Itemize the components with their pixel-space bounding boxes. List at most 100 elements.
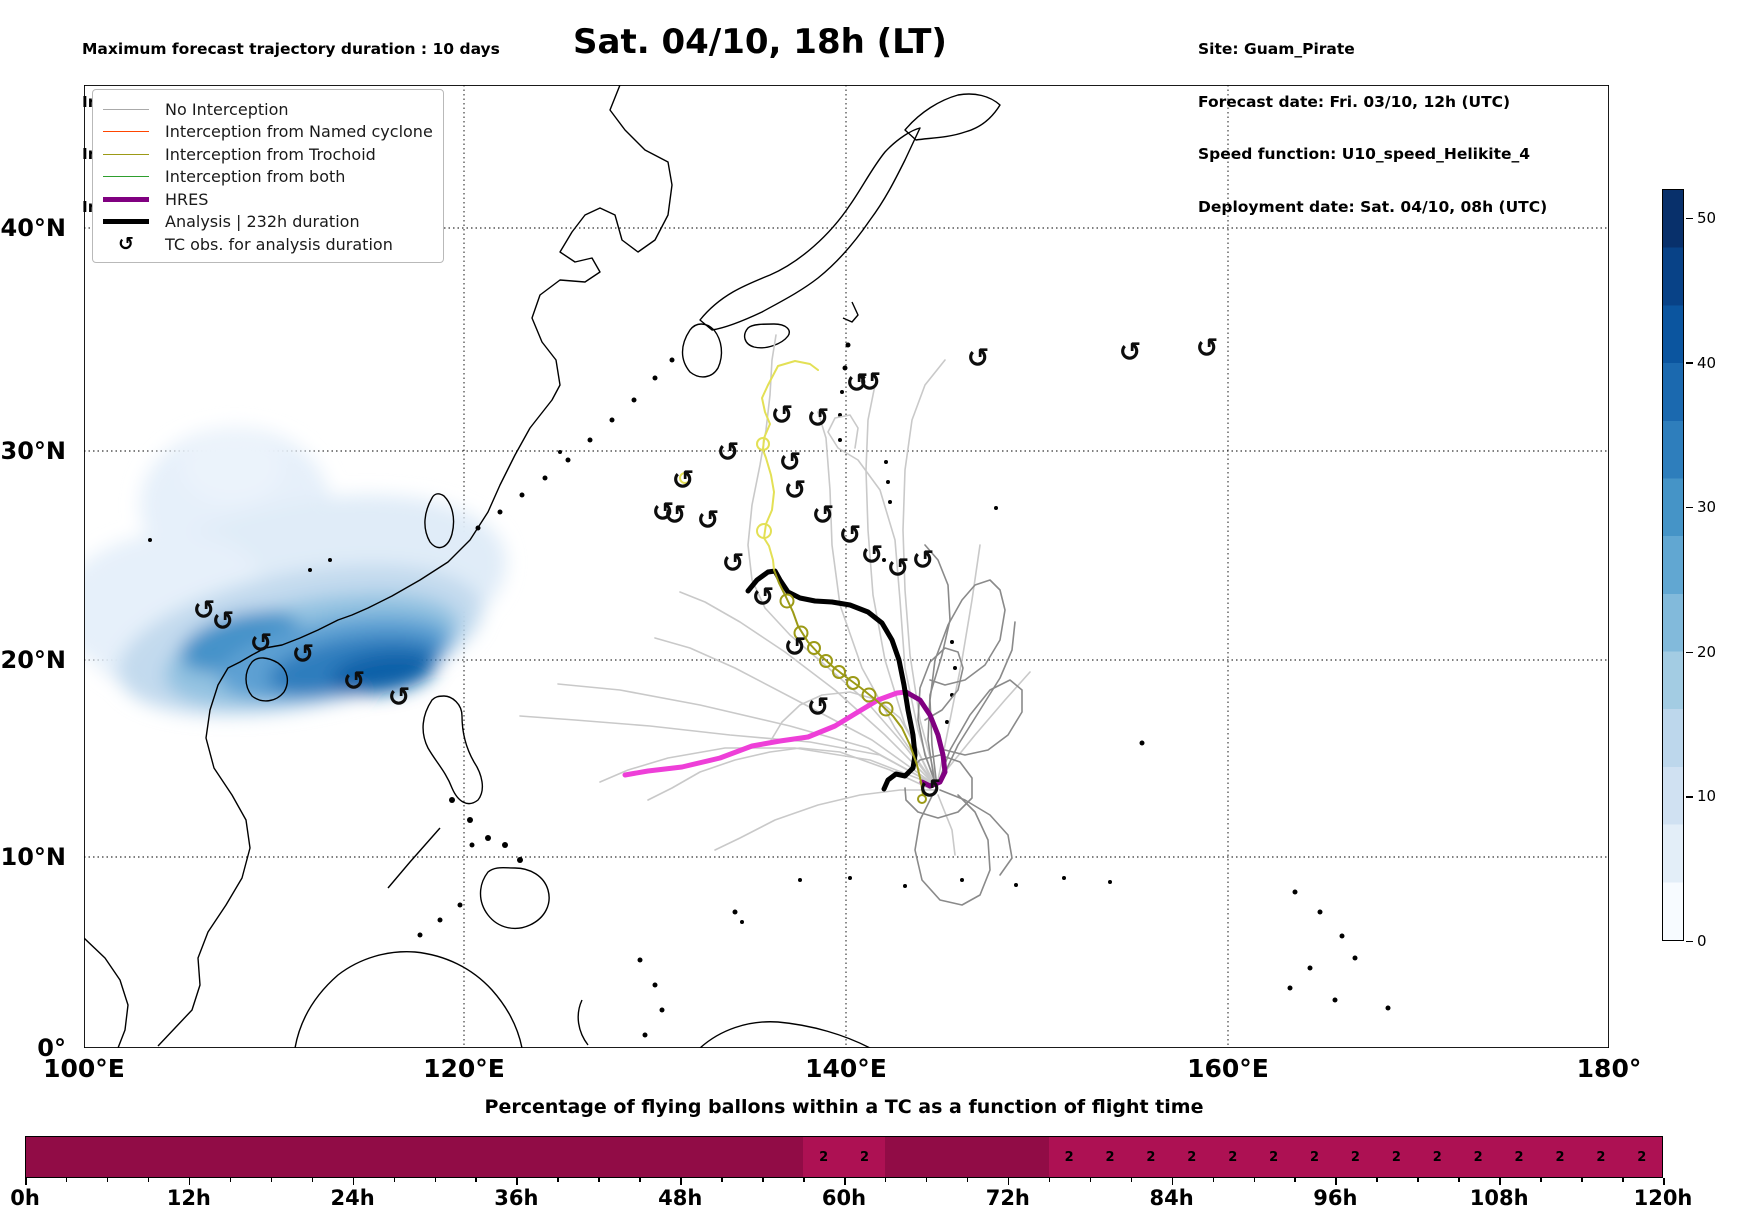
trajectory-line	[714, 789, 936, 851]
island-dot	[798, 878, 802, 882]
island-dot	[659, 1007, 665, 1013]
lon-tick-label: 120°E	[423, 1054, 505, 1083]
island-dot	[1108, 880, 1112, 884]
timeline-cell	[148, 1137, 190, 1177]
timeline-cell	[598, 1137, 640, 1177]
timeline-tick	[1171, 1178, 1174, 1185]
timeline-minor-tick	[1253, 1178, 1255, 1182]
timeline-minor-tick	[762, 1178, 764, 1182]
trajectory-line	[936, 679, 1023, 788]
legend-line-swatch	[103, 108, 149, 110]
island-dot	[558, 450, 562, 454]
colorbar-tick-label: 20	[1686, 643, 1716, 661]
tc-obs-symbol: ↺	[919, 774, 942, 805]
tc-obs-symbol: ↺	[812, 500, 835, 531]
island-dot	[1014, 883, 1018, 887]
colorbar-tick-label: 10	[1686, 787, 1716, 805]
coastline	[699, 127, 921, 331]
coastline	[294, 950, 523, 1048]
timeline-tick-label: 96h	[1313, 1186, 1358, 1210]
timeline-tick	[680, 1178, 682, 1185]
timeline-cell: 2	[1089, 1137, 1131, 1177]
trajectory-line	[904, 754, 973, 819]
coastline	[157, 85, 673, 1047]
timeline-title: Percentage of flying ballons within a TC…	[484, 1096, 1204, 1118]
timeline-cell: 2	[1416, 1137, 1458, 1177]
island-dot	[842, 365, 848, 371]
island-dot	[437, 917, 443, 923]
legend-label: Interception from both	[165, 167, 346, 187]
timeline-cell	[639, 1137, 681, 1177]
legend-label: No Interception	[165, 99, 289, 119]
timeline-minor-tick	[1048, 1178, 1051, 1182]
tc-obs-symbol: ↺	[672, 465, 695, 496]
island-dot	[845, 342, 851, 348]
timeline-minor-tick	[434, 1178, 436, 1182]
timeline-minor-tick	[1540, 1178, 1542, 1182]
coastline	[245, 657, 289, 702]
timeline-minor-tick	[721, 1178, 723, 1182]
timeline-minor-tick	[925, 1178, 928, 1182]
legend-line-swatch	[103, 176, 149, 178]
trajectory-line	[917, 647, 964, 788]
tc-obs-symbol: ↺	[664, 500, 687, 531]
tc-obs-symbol: ↺	[807, 692, 830, 723]
timeline-cell	[721, 1137, 763, 1177]
tc-obs-symbol: ↺	[752, 582, 775, 613]
coastline	[842, 301, 859, 323]
island-dot	[903, 884, 907, 888]
timeline-cell: 2	[803, 1137, 845, 1177]
legend-label: Interception from Trochoid	[165, 144, 376, 164]
trajectory-line	[939, 621, 1016, 784]
map-canvas: ↺↺↺ ↺↺↺↺↺↺ ↺ ↺↺ ↺↺ ↺↺ ↺↺↺ ↺ ↺↺↺ ↺ ↺ ↺↺↺↺↺	[84, 85, 1609, 1048]
timeline-cell	[966, 1137, 1008, 1177]
timeline-tick	[25, 1178, 27, 1185]
island-dot	[1062, 876, 1066, 880]
tc-obs-symbol: ↺	[807, 403, 830, 434]
island-dot	[502, 842, 508, 848]
island-dot	[449, 797, 455, 803]
tc-obs-symbol: ↺	[1119, 337, 1142, 368]
timeline-cell	[26, 1137, 67, 1177]
legend-item: Interception from Named cyclone	[103, 121, 433, 144]
trochoid-analysis-loop	[832, 665, 846, 679]
island-dot	[1385, 1005, 1391, 1011]
density-blob-layer	[182, 427, 282, 503]
island-dot	[840, 390, 844, 394]
timeline-cell: 2	[1212, 1137, 1254, 1177]
island-dot	[417, 932, 423, 938]
timeline-cell: 2	[1457, 1137, 1499, 1177]
tc-obs-symbol: ↺	[697, 505, 720, 536]
coastline	[422, 695, 484, 805]
coastline	[424, 493, 455, 549]
forecast-date-text: Forecast date: Fri. 03/10, 12h (UTC)	[1198, 92, 1511, 111]
tc-obs-symbol: ↺	[1196, 333, 1219, 364]
island-dot	[950, 640, 954, 644]
lon-tick-label: 180°	[1576, 1054, 1642, 1083]
island-dot	[960, 878, 964, 882]
island-dot	[609, 417, 615, 423]
tc-obs-symbol: ↺	[388, 682, 411, 713]
island-dot	[848, 876, 852, 880]
island-dot	[1317, 909, 1323, 915]
timeline-minor-tick	[393, 1178, 396, 1182]
island-dot	[1352, 955, 1358, 961]
timeline-cell: 2	[1130, 1137, 1172, 1177]
lat-tick-label: 30°N	[0, 437, 66, 465]
trochoid-analysis-loop	[819, 654, 833, 668]
timeline-tick-label: 48h	[658, 1186, 703, 1210]
timeline-tick	[1335, 1178, 1337, 1185]
timeline-minor-tick	[1622, 1178, 1624, 1182]
coastline	[577, 999, 589, 1046]
island-dot	[469, 842, 475, 848]
tc-obs-symbol: ↺	[784, 632, 807, 663]
island-dot	[497, 509, 503, 515]
island-dot	[631, 397, 637, 403]
trajectory-line	[679, 591, 936, 786]
timeline-minor-tick	[966, 1178, 969, 1182]
timeline-cell	[271, 1137, 313, 1177]
timeline-cell	[885, 1137, 926, 1177]
speed-function-text: Speed function: U10_speed_Helikite_4	[1198, 145, 1531, 163]
eps-density-blob	[84, 427, 507, 716]
